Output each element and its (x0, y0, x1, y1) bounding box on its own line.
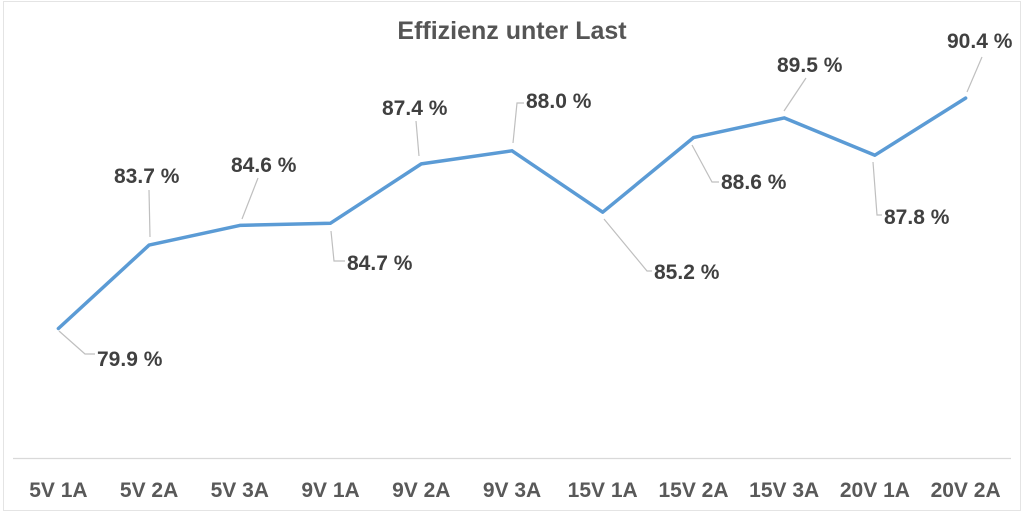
data-label: 87.8 % (884, 206, 950, 229)
x-axis-label: 15V 2A (658, 479, 728, 502)
x-axis-label: 20V 2A (931, 479, 1001, 502)
data-label-leader-line (58, 330, 95, 355)
data-label: 85.2 % (654, 261, 720, 284)
data-label-leader-line (241, 177, 259, 220)
data-series-line (56, 96, 968, 331)
x-axis-label: 15V 3A (749, 479, 819, 502)
efficiency-line (56, 96, 968, 331)
x-axis-label: 5V 3A (211, 479, 269, 502)
data-label: 89.5 % (777, 54, 843, 77)
x-axis-labels: 5V 1A 5V 2A 5V 3A 9V 1A 9V 2A 9V 3A 15V 1A 15V … (29, 479, 1000, 502)
x-axis-label: 9V 2A (392, 479, 450, 502)
data-label-leader-line (512, 102, 524, 144)
data-label-leader-line (872, 161, 882, 216)
data-label-leader-line (691, 144, 719, 183)
data-label: 90.4 % (947, 30, 1013, 53)
data-label-leader-line (783, 77, 807, 112)
x-axis-label: 15V 1A (568, 479, 638, 502)
leader-lines (58, 56, 983, 355)
x-axis-label: 20V 1A (840, 479, 910, 502)
data-label: 79.9 % (97, 348, 163, 371)
data-label: 84.7 % (347, 252, 413, 275)
data-label-leader-line (603, 218, 652, 272)
x-axis-label: 9V 1A (301, 479, 359, 502)
data-label: 88.6 % (721, 171, 787, 194)
data-label: 87.4 % (382, 97, 448, 120)
data-label-leader-line (148, 189, 151, 238)
data-labels: 79.9 % 83.7 % 84.6 % 84.7 % 87.4 % 88.0 % 85.2… (97, 30, 1013, 371)
data-label-leader-line (415, 120, 420, 157)
x-axis-label: 5V 2A (120, 479, 178, 502)
data-label: 84.6 % (231, 154, 297, 177)
chart-title: Effizienz unter Last (397, 17, 627, 45)
data-label: 83.7 % (114, 165, 180, 188)
x-axis-label: 9V 3A (483, 479, 541, 502)
data-label: 88.0 % (526, 90, 592, 113)
chart-frame-border (3, 1, 1021, 511)
data-label-leader-line (966, 56, 983, 93)
data-label-leader-line (330, 230, 345, 262)
x-axis-label: 5V 1A (29, 479, 87, 502)
